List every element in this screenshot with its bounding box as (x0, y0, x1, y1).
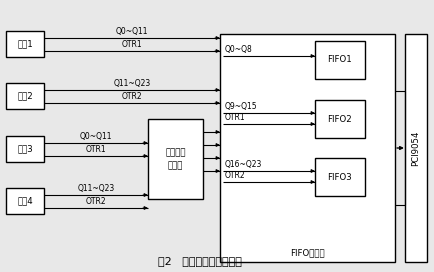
Text: 图2   数据缓存传输示意图: 图2 数据缓存传输示意图 (158, 256, 242, 266)
Text: Q11~Q23: Q11~Q23 (77, 184, 115, 193)
Text: OTR2: OTR2 (225, 171, 246, 180)
Bar (220, 34, 395, 262)
Bar (6, 31, 44, 57)
Bar (6, 83, 44, 109)
Text: Q0~Q11: Q0~Q11 (116, 27, 148, 36)
Text: Q16~Q23: Q16~Q23 (225, 160, 263, 169)
Text: 通道2: 通道2 (17, 91, 33, 100)
Bar (315, 100, 365, 138)
Text: 高速数据
锁存器: 高速数据 锁存器 (165, 148, 186, 170)
Bar (6, 136, 44, 162)
Text: FIFO1: FIFO1 (328, 55, 352, 64)
Text: 通道3: 通道3 (17, 144, 33, 153)
Text: Q11~Q23: Q11~Q23 (113, 79, 151, 88)
Bar (315, 41, 365, 79)
Text: Q0~Q11: Q0~Q11 (80, 132, 112, 141)
Bar (405, 34, 427, 262)
Text: Q9~Q15: Q9~Q15 (225, 102, 258, 111)
Bar (315, 158, 365, 196)
Bar (148, 119, 203, 199)
Text: 通道1: 通道1 (17, 39, 33, 48)
Text: FIFO芯片组: FIFO芯片组 (290, 249, 325, 258)
Text: OTR1: OTR1 (225, 113, 246, 122)
Text: OTR2: OTR2 (85, 197, 106, 206)
Text: 通道4: 通道4 (17, 196, 33, 206)
Text: PCI9054: PCI9054 (411, 130, 421, 166)
Text: FIFO3: FIFO3 (328, 172, 352, 181)
Text: OTR1: OTR1 (85, 145, 106, 154)
Bar (6, 188, 44, 214)
Text: OTR2: OTR2 (122, 92, 142, 101)
Text: FIFO2: FIFO2 (328, 115, 352, 123)
Text: OTR1: OTR1 (122, 40, 142, 49)
Text: Q0~Q8: Q0~Q8 (225, 45, 253, 54)
